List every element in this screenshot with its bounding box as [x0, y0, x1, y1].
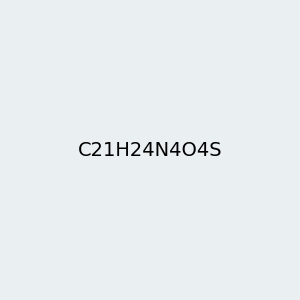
- Text: C21H24N4O4S: C21H24N4O4S: [78, 140, 222, 160]
